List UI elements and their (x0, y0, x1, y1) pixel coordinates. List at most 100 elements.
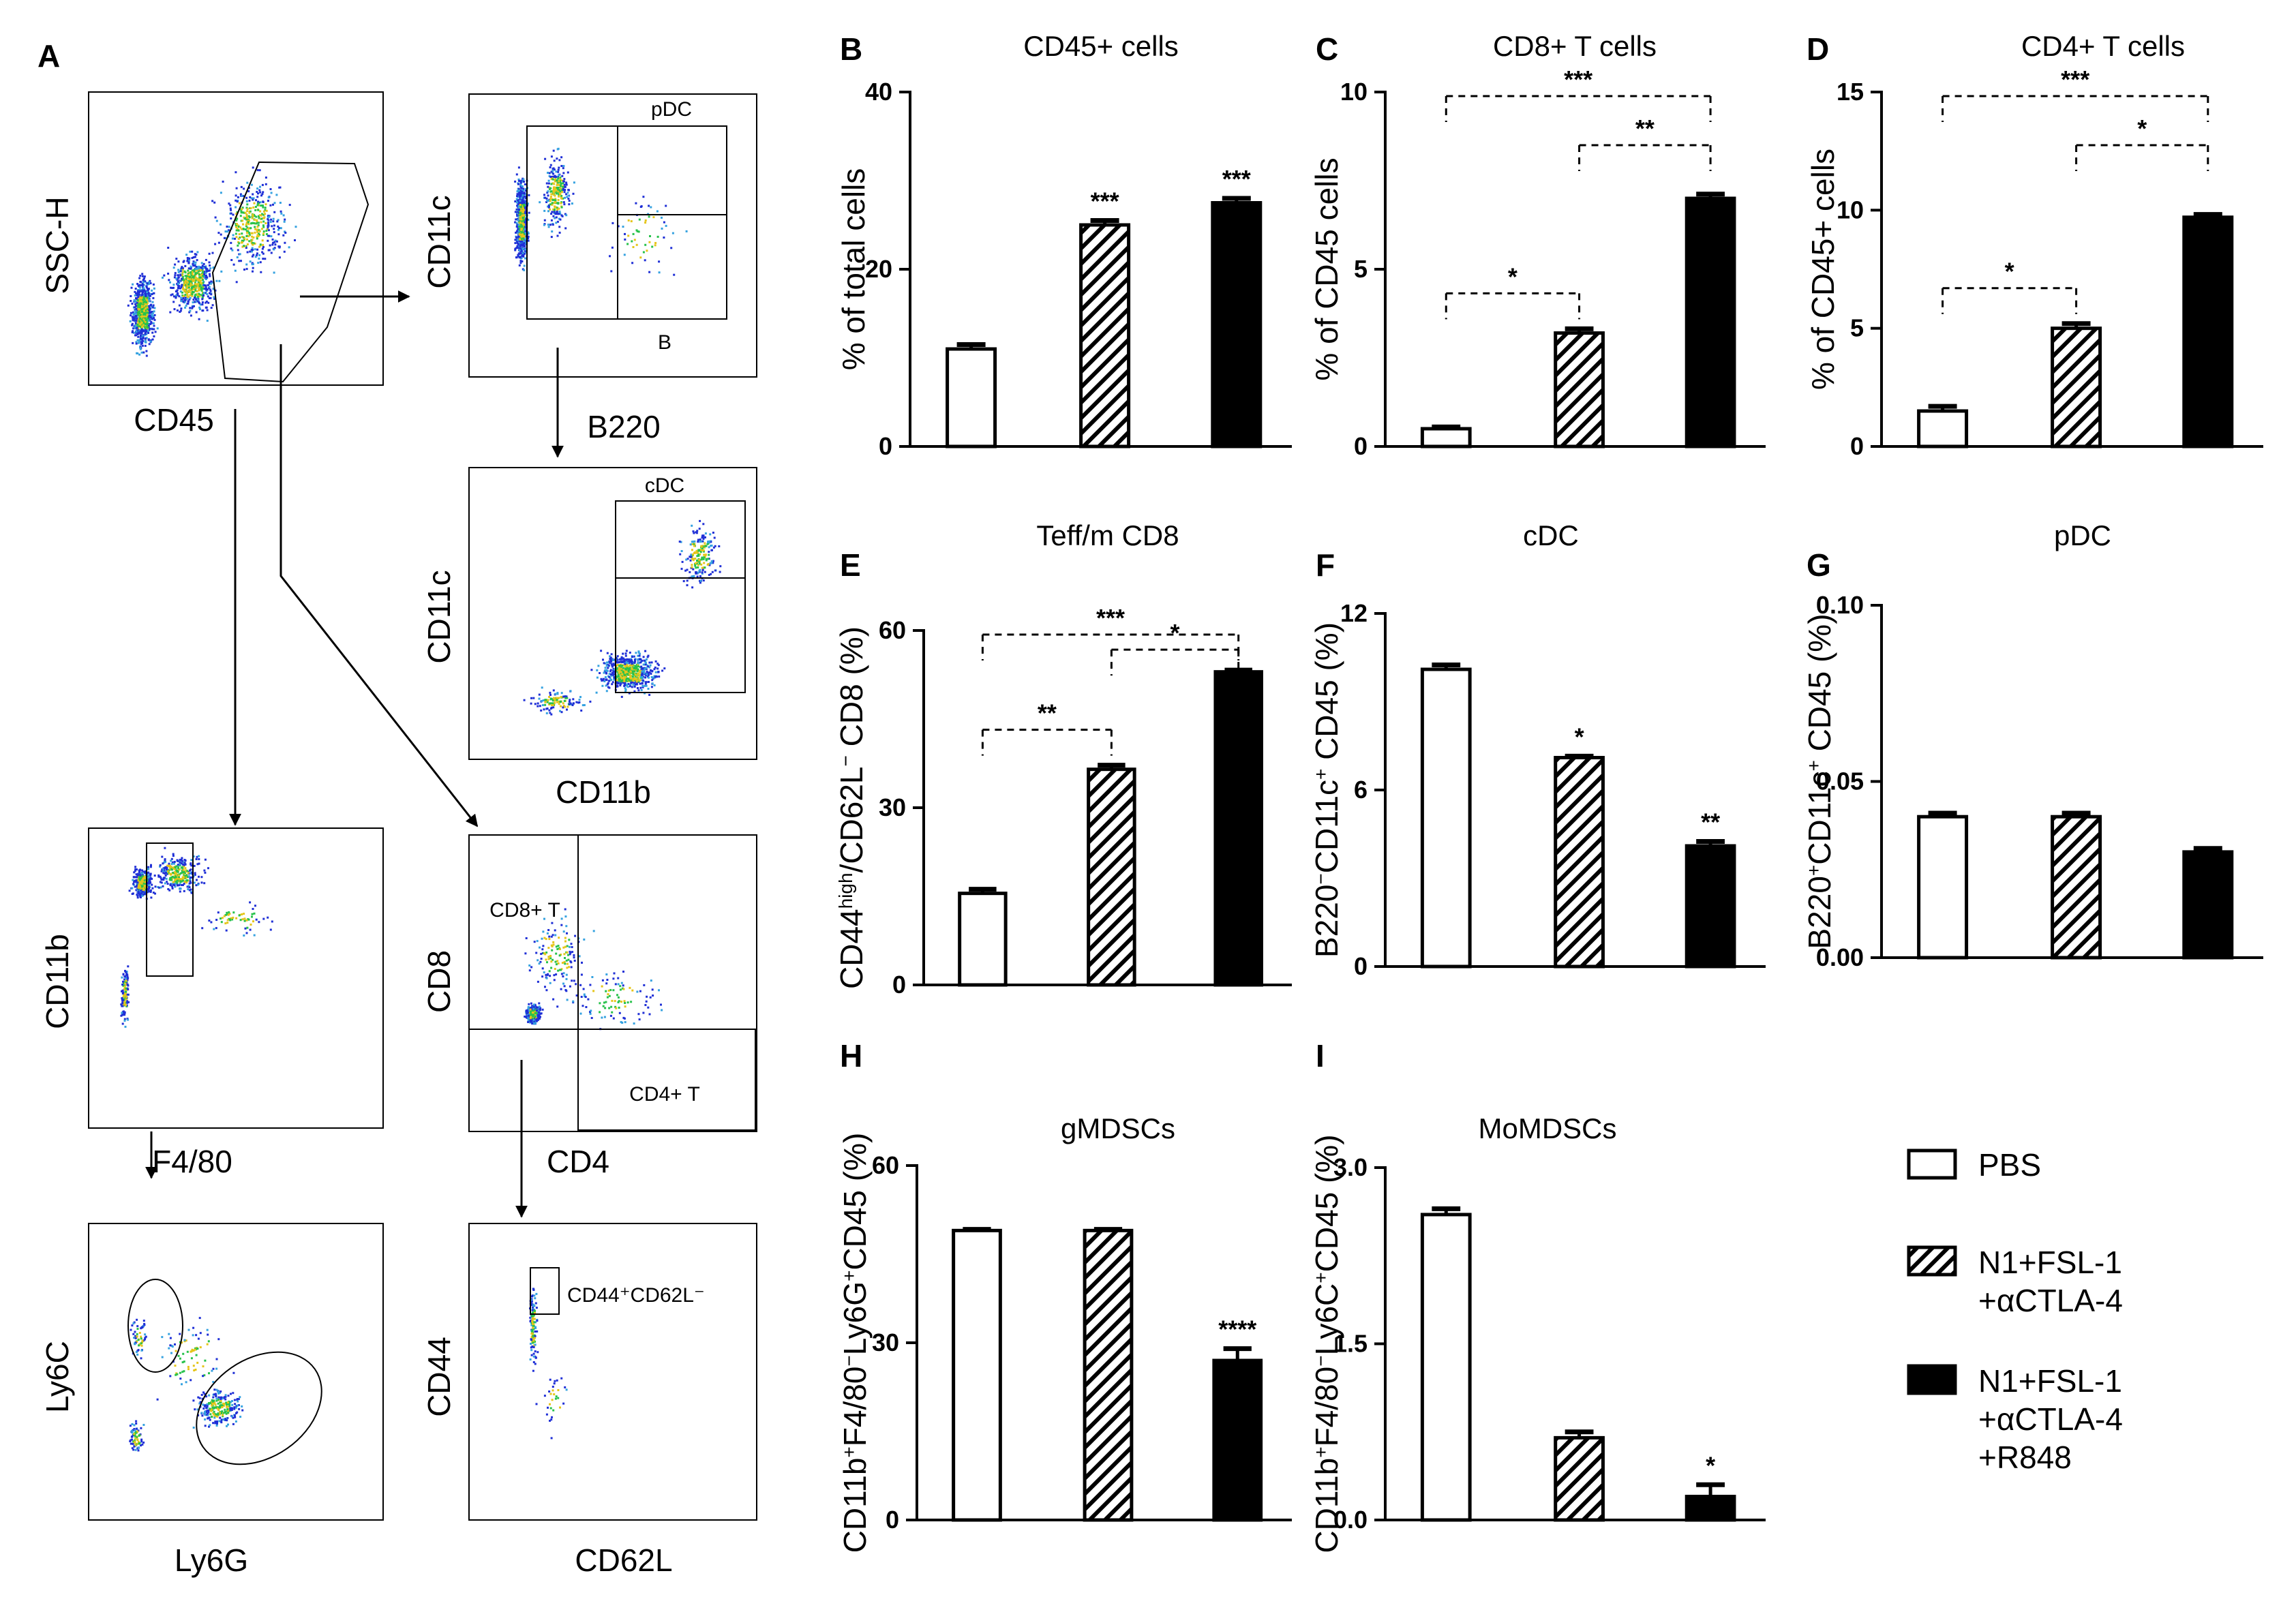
flow-event-dot (517, 243, 519, 246)
flow-event-dot (607, 686, 609, 688)
flow-event-dot (208, 261, 211, 264)
flow-event-dot (519, 260, 522, 262)
flow-event-dot (205, 306, 208, 309)
flow-event-dot (147, 890, 149, 893)
flow-event-dot (203, 284, 206, 287)
flow-event-dot (516, 190, 519, 193)
flow-event-dot (245, 213, 248, 216)
flow-event-dot (130, 286, 133, 289)
flow-event-dot (532, 1013, 534, 1016)
flow-event-dot (203, 273, 205, 276)
flow-event-dot (153, 314, 156, 316)
flow-event-dot (569, 690, 572, 693)
flow-event-dot (519, 183, 522, 186)
flow-event-dot (172, 295, 175, 298)
flow-event-dot (518, 264, 521, 267)
flow-event-dot (517, 254, 519, 256)
flow-event-dot (178, 285, 181, 288)
flow-event-dot (549, 712, 552, 714)
flow-event-dot (226, 230, 229, 233)
flow-event-dot (146, 302, 149, 305)
flow-event-dot (151, 315, 153, 318)
flow-event-dot (524, 197, 527, 200)
flow-event-dot (147, 881, 149, 883)
flow-event-dot (621, 679, 624, 681)
flow-event-dot (181, 279, 184, 282)
flow-event-dot (654, 244, 656, 247)
flow-event-dot (701, 547, 704, 550)
flow-panel: A SSC-H CD45 pDC B CD11c B220 c (37, 38, 757, 1578)
flow-event-dot (181, 271, 184, 274)
flow-event-dot (554, 201, 557, 204)
flow-event-dot (647, 665, 650, 668)
flow-event-dot (132, 331, 135, 334)
flow-event-dot (202, 279, 205, 282)
flow-event-dot (630, 664, 633, 667)
flow-event-dot (177, 874, 180, 877)
flow-event-dot (185, 279, 187, 282)
flow-event-dot (208, 252, 211, 255)
flow-event-dot (638, 654, 641, 657)
flow-event-dot (651, 988, 654, 991)
flow-event-dot (519, 233, 522, 236)
flow-event-dot (243, 269, 245, 271)
flow-event-dot (135, 305, 138, 307)
flow-event-dot (612, 664, 615, 667)
flow-event-dot (251, 235, 254, 238)
flow-event-dot (705, 553, 708, 556)
flow-event-dot (121, 1022, 124, 1025)
flow-event-dot (524, 952, 527, 955)
flow-event-dot (262, 230, 265, 233)
flow-event-dot (523, 204, 525, 207)
flow-event-dot (652, 216, 655, 219)
flow-event-dot (184, 289, 187, 292)
flow-event-dot (210, 293, 213, 296)
flow-event-dot (142, 870, 145, 873)
gate-label-cd8: CD8+ T (489, 899, 560, 922)
flow-event-dot (549, 957, 552, 960)
flow-event-dot (546, 961, 548, 964)
flow-event-dot (140, 1349, 143, 1352)
flow-event-dot (648, 666, 651, 669)
flow-event-dot (179, 311, 181, 313)
flow-event-dot (263, 210, 265, 213)
flow-event-dot (164, 882, 166, 885)
flow-event-dot (578, 955, 581, 958)
flow-event-dot (686, 558, 689, 560)
flow-event-dot (182, 294, 185, 297)
flow-event-dot (567, 194, 570, 197)
flow-event-dot (178, 295, 181, 298)
flow-event-dot (179, 887, 182, 890)
flow-event-dot (627, 219, 630, 222)
flow-event-dot (159, 864, 162, 866)
flow-event-dot (152, 304, 155, 307)
flow-event-dot (159, 881, 162, 883)
flow-event-dot (164, 847, 166, 849)
flow-event-dot (615, 1007, 618, 1009)
flow-event-dot (166, 883, 169, 885)
flow-event-dot (136, 1333, 138, 1335)
flow-event-dot (141, 341, 144, 344)
flow-event-dot (196, 863, 199, 866)
flow-event-dot (189, 307, 192, 309)
flow-event-dot (563, 985, 566, 988)
flow-event-dot (524, 252, 526, 255)
flow-event-dot (174, 885, 177, 888)
flow-event-dot (517, 228, 519, 231)
flow-event-dot (622, 669, 625, 672)
flow-event-dot (136, 320, 139, 322)
flow-event-dot (714, 545, 716, 547)
flow-event-dot (606, 683, 609, 686)
flow-event-dot (548, 186, 551, 189)
flow-event-dot (600, 650, 603, 652)
flow-event-dot (556, 192, 558, 195)
flow-event-dot (550, 193, 553, 196)
flow-event-dot (178, 884, 181, 887)
flow-xlabel: CD11b (556, 774, 651, 810)
flow-event-dot (701, 556, 704, 559)
flow-event-dot (519, 206, 522, 209)
flow-event-dot (137, 876, 140, 879)
flow-event-dot (562, 182, 564, 185)
flow-event-dot (562, 946, 565, 949)
flow-event-dot (254, 226, 256, 228)
